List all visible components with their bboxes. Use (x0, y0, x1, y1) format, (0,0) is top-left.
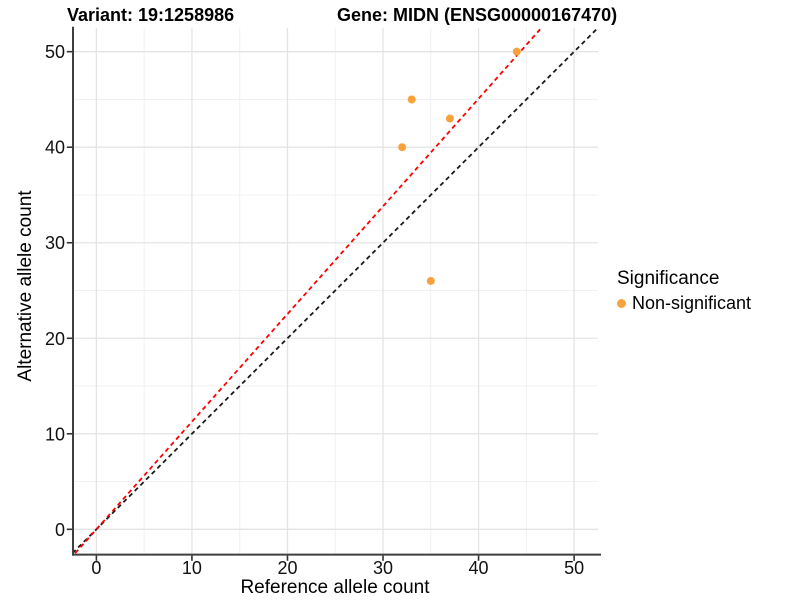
x-tick-label: 10 (182, 558, 202, 578)
y-tick-label: 10 (45, 424, 65, 444)
variant-title: Variant: 19:1258986 (67, 5, 235, 25)
legend-point-icon (617, 299, 626, 308)
y-tick-label: 40 (45, 138, 65, 158)
x-axis-title: Reference allele count (240, 577, 430, 598)
allelic-ratio-line (74, 27, 543, 554)
identity-line (71, 27, 599, 554)
legend-item: Non-significant (617, 293, 751, 314)
legend-item-label: Non-significant (632, 293, 752, 313)
y-axis-title: Alternative allele count (15, 190, 36, 382)
data-point (407, 95, 416, 104)
x-tick-label: 50 (564, 558, 584, 578)
legend: Significance Non-significant (617, 268, 751, 314)
y-tick-label: 20 (45, 329, 65, 349)
x-tick-label: 20 (277, 558, 297, 578)
x-tick-label: 30 (373, 558, 393, 578)
x-tick-label: 0 (91, 558, 101, 578)
data-point (426, 276, 435, 285)
x-tick-label: 40 (469, 558, 489, 578)
legend-title: Significance (617, 268, 720, 289)
data-point (512, 47, 521, 56)
data-point (445, 114, 454, 123)
y-tick-label: 30 (45, 233, 65, 253)
y-tick-label: 0 (55, 520, 65, 540)
y-tick-label: 50 (45, 42, 65, 62)
gene-title: Gene: MIDN (ENSG00000167470) (337, 5, 618, 25)
data-point (398, 143, 407, 152)
